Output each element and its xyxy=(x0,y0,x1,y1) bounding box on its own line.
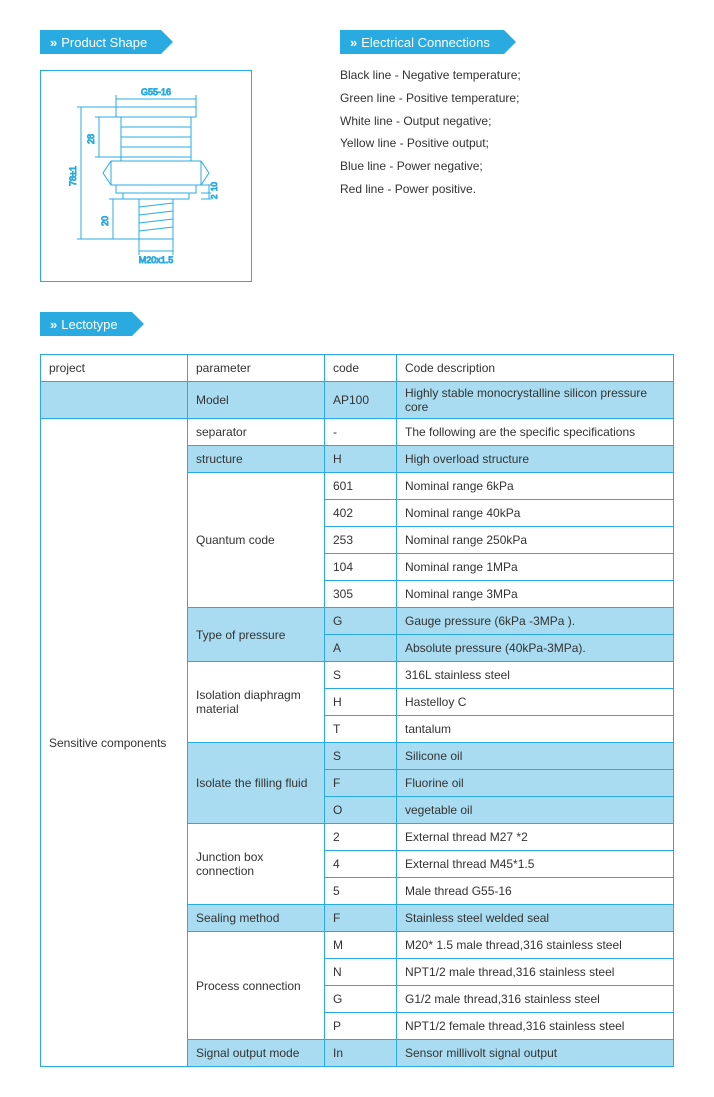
cell-code: 104 xyxy=(325,554,397,581)
cell-desc: vegetable oil xyxy=(397,797,674,824)
cell-code: H xyxy=(325,689,397,716)
cell-desc: Fluorine oil xyxy=(397,770,674,797)
table-row: Sensitive componentsseparator-The follow… xyxy=(41,419,674,446)
cell-code: 253 xyxy=(325,527,397,554)
cell-code: H xyxy=(325,446,397,473)
cell-param: Type of pressure xyxy=(188,608,325,662)
sketch-r1: 10 xyxy=(210,182,219,191)
cell-code: G xyxy=(325,986,397,1013)
cell-desc: High overload structure xyxy=(397,446,674,473)
cell-desc: NPT1/2 male thread,316 stainless steel xyxy=(397,959,674,986)
cell-desc: Gauge pressure (6kPa -3MPa ). xyxy=(397,608,674,635)
cell-code: - xyxy=(325,419,397,446)
cell-param: Quantum code xyxy=(188,473,325,608)
header-lectotype: » Lectotype xyxy=(40,312,132,336)
connections-list: Black line - Negative temperature;Green … xyxy=(340,64,674,201)
connection-line: White line - Output negative; xyxy=(340,110,674,133)
connection-line: Blue line - Power negative; xyxy=(340,155,674,178)
cell-desc: Highly stable monocrystalline silicon pr… xyxy=(397,382,674,419)
cell-code: 601 xyxy=(325,473,397,500)
cell-code: O xyxy=(325,797,397,824)
cell-code: G xyxy=(325,608,397,635)
cell-desc: NPT1/2 female thread,316 stainless steel xyxy=(397,1013,674,1040)
header-lectotype-label: Lectotype xyxy=(61,317,117,332)
cell-code: F xyxy=(325,905,397,932)
cell-param: Model xyxy=(188,382,325,419)
cell-param: Junction box connection xyxy=(188,824,325,905)
chevron-icon: » xyxy=(50,317,55,332)
connection-line: Black line - Negative temperature; xyxy=(340,64,674,87)
cell-desc: Stainless steel welded seal xyxy=(397,905,674,932)
cell-param: Isolate the filling fluid xyxy=(188,743,325,824)
connection-line: Green line - Positive temperature; xyxy=(340,87,674,110)
th-description: Code description xyxy=(397,355,674,382)
cell-desc: Nominal range 250kPa xyxy=(397,527,674,554)
cell-code: 305 xyxy=(325,581,397,608)
header-electrical-label: Electrical Connections xyxy=(361,35,490,50)
cell-code: S xyxy=(325,743,397,770)
cell-desc: M20* 1.5 male thread,316 stainless steel xyxy=(397,932,674,959)
cell-code: T xyxy=(325,716,397,743)
cell-code: P xyxy=(325,1013,397,1040)
table-header-row: project parameter code Code description xyxy=(41,355,674,382)
cell-project: Sensitive components xyxy=(41,419,188,1067)
cell-desc: Nominal range 3MPa xyxy=(397,581,674,608)
cell-desc: The following are the specific specifica… xyxy=(397,419,674,446)
sketch-left-inner: 28 xyxy=(86,134,96,144)
cell-code: S xyxy=(325,662,397,689)
th-parameter: parameter xyxy=(188,355,325,382)
cell-code: 4 xyxy=(325,851,397,878)
cell-param: Isolation diaphragm material xyxy=(188,662,325,743)
th-project: project xyxy=(41,355,188,382)
cell-param: Signal output mode xyxy=(188,1040,325,1067)
product-sketch: G55-16 xyxy=(40,70,252,282)
chevron-icon: » xyxy=(50,35,55,50)
cell-code: AP100 xyxy=(325,382,397,419)
cell-desc: External thread M45*1.5 xyxy=(397,851,674,878)
lectotype-table: project parameter code Code description … xyxy=(40,354,674,1067)
cell-code: N xyxy=(325,959,397,986)
cell-param: structure xyxy=(188,446,325,473)
sketch-top-label: G55-16 xyxy=(141,87,171,97)
cell-desc: Nominal range 1MPa xyxy=(397,554,674,581)
cell-desc: Absolute pressure (40kPa-3MPa). xyxy=(397,635,674,662)
cell-code: In xyxy=(325,1040,397,1067)
cell-desc: Silicone oil xyxy=(397,743,674,770)
cell-code: A xyxy=(325,635,397,662)
cell-desc: Nominal range 40kPa xyxy=(397,500,674,527)
sketch-rb: 20 xyxy=(100,216,110,226)
cell-param: Sealing method xyxy=(188,905,325,932)
connection-line: Red line - Power positive. xyxy=(340,178,674,201)
cell-desc: G1/2 male thread,316 stainless steel xyxy=(397,986,674,1013)
cell-desc: Male thread G55-16 xyxy=(397,878,674,905)
cell-desc: 316L stainless steel xyxy=(397,662,674,689)
cell-desc: Hastelloy C xyxy=(397,689,674,716)
cell-code: 2 xyxy=(325,824,397,851)
connection-line: Yellow line - Positive output; xyxy=(340,132,674,155)
cell-code: M xyxy=(325,932,397,959)
cell-desc: Nominal range 6kPa xyxy=(397,473,674,500)
cell-desc: External thread M27 *2 xyxy=(397,824,674,851)
cell-desc: tantalum xyxy=(397,716,674,743)
cell-code: F xyxy=(325,770,397,797)
cell-param: Process connection xyxy=(188,932,325,1040)
sketch-left-outer: 78±1 xyxy=(68,166,78,186)
header-product-shape: » Product Shape xyxy=(40,30,161,54)
cell-code: 5 xyxy=(325,878,397,905)
sketch-bottom-label: M20x1.5 xyxy=(139,255,174,265)
header-electrical: » Electrical Connections xyxy=(340,30,504,54)
header-product-shape-label: Product Shape xyxy=(61,35,147,50)
cell-code: 402 xyxy=(325,500,397,527)
chevron-icon: » xyxy=(350,35,355,50)
cell-project xyxy=(41,382,188,419)
cell-desc: Sensor millivolt signal output xyxy=(397,1040,674,1067)
th-code: code xyxy=(325,355,397,382)
sketch-r2: 2 xyxy=(210,194,219,199)
cell-param: separator xyxy=(188,419,325,446)
table-row: ModelAP100Highly stable monocrystalline … xyxy=(41,382,674,419)
